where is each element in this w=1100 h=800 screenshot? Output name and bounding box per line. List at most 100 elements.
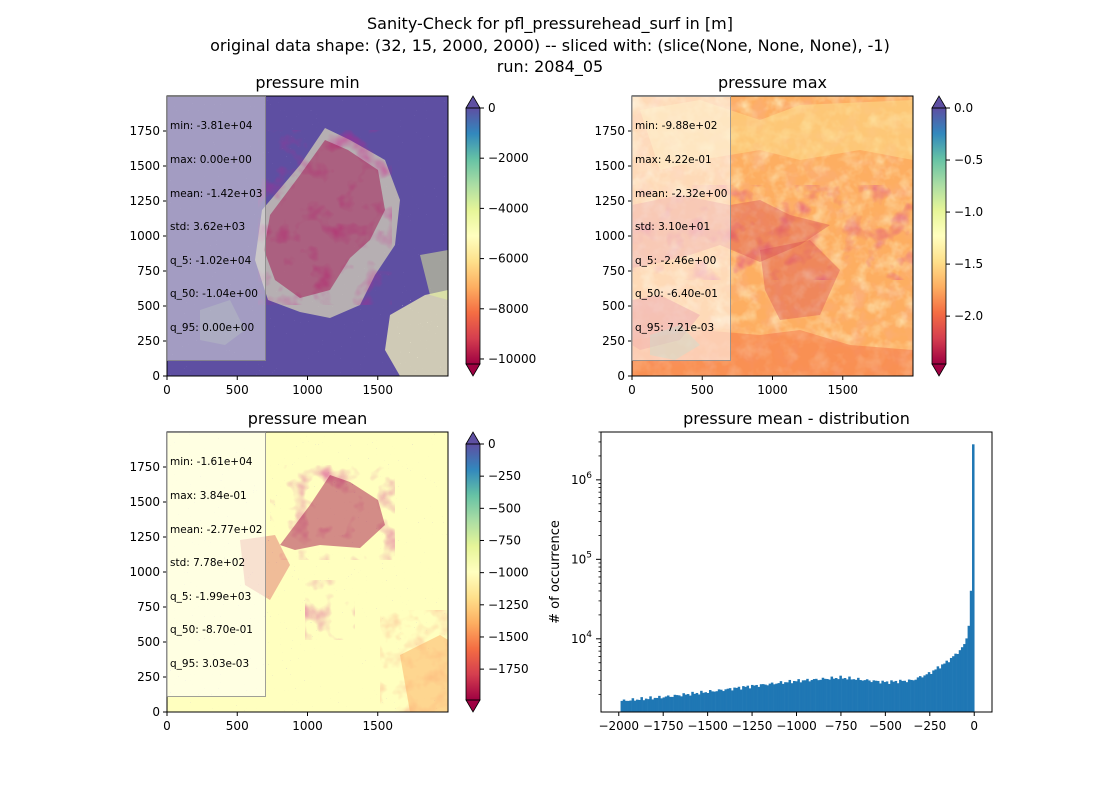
histogram-bar [684,694,688,712]
title-histogram: pressure mean - distribution [683,409,910,428]
histogram-bar [828,679,831,712]
histogram-bar [930,673,933,712]
histogram-bar [843,678,847,712]
histogram-bar [726,688,730,712]
histogram-bar [658,695,661,712]
y-tick-label: 500 [602,299,625,313]
histogram-bar [664,696,668,712]
x-tick-label: −500 [869,719,902,733]
histogram-bar [629,700,632,712]
histogram-bar [702,692,705,712]
y-tick-label: 750 [137,264,160,278]
colorbar-tick-label: −1750 [488,662,529,676]
x-tick-label: 1500 [827,383,858,397]
histogram-bar [949,657,953,712]
histogram-bar [788,679,792,712]
histogram-bar [854,679,858,712]
histogram-bar [720,689,723,712]
histogram-bar [899,679,902,712]
histogram-bar [914,679,918,712]
histogram-bar [775,683,778,712]
y-tick-label: 250 [602,334,625,348]
histogram-bar [655,697,659,712]
histogram-bar [872,680,876,712]
figure-title-line-1: Sanity-Check for pfl_pressurehead_surf i… [367,14,733,33]
y-tick-label: 1500 [129,159,160,173]
colorbar-tick-label: −500 [488,501,521,515]
histogram-bar [952,656,955,712]
histogram-bar [636,699,639,712]
histogram-bar [894,680,898,712]
histogram-bar [633,700,637,712]
histogram-axes: −2000 −1750 −1500 −1250 −1000 −750 −500 −250 0 10… [571,431,978,733]
histogram-bar [830,676,834,712]
histogram-bar [932,670,935,712]
colorbar-tick-label: −10000 [488,352,536,366]
histogram-bar [777,683,781,712]
y-tick-label: 1250 [129,530,160,544]
histogram-bar [724,689,727,712]
histogram-bar [885,681,889,712]
colorbar-pressure-max: 0.0 −0.5 −1.0 −1.5 −2.0 [931,95,983,377]
histogram-bar [647,699,650,712]
stats-box-pressure-min: min: -3.81e+04 max: 0.00e+00 mean: -1.42… [166,96,267,361]
histogram-bar [888,683,891,712]
histogram-bar [967,625,971,712]
histogram-bar [792,680,796,712]
y-tick-label: 1250 [129,194,160,208]
histogram-bar [945,660,949,712]
histogram-bar [739,689,743,712]
histogram-bar [863,680,867,712]
colorbar-tick-label: −6000 [488,252,529,266]
histogram-bar [881,680,884,712]
x-tick-label: 1000 [292,719,323,733]
histogram-bar [755,684,758,712]
histogram-bar [753,685,756,712]
histogram-bar [759,684,763,712]
histogram-bar [673,694,677,712]
colorbar-tick-label: −1000 [488,566,529,580]
x-tick-label: 0 [163,719,171,733]
histogram-bar [921,677,924,712]
histogram-bar [832,678,836,712]
x-tick-label: 1500 [362,719,393,733]
histogram-bar [642,700,646,712]
histogram-bar [748,688,752,712]
histogram-bar [801,680,805,712]
x-tick-label: −1500 [687,719,728,733]
histogram-bar [927,672,931,712]
histogram-bar [790,683,794,712]
x-tick-label: 500 [226,383,249,397]
histogram-bar [936,666,940,712]
histogram-bar [918,676,922,712]
axes-pressure-mean: 0 500 1000 1500 0 250 500 750 1000 1250 1500 1750 [129,460,393,733]
histogram-bar [896,683,900,712]
histogram-bar [841,678,845,712]
histogram-bar [925,674,929,712]
histogram-bar [744,686,747,712]
histogram-bar [804,680,807,712]
histogram-bar [768,683,772,712]
stats-box-pressure-mean: min: -1.61e+04 max: 3.84e-01 mean: -2.77… [166,432,267,697]
stat-line: max: 0.00e+00 [170,154,252,167]
histogram-bar [660,698,663,712]
histogram-bar [627,700,630,712]
colorbar-tick-label: −1500 [488,630,529,644]
y-tick-label: 0 [152,369,160,383]
colorbar-pressure-mean: 0 −250 −500 −750 −1000 −1250 −1500 −1750 [465,431,529,713]
histogram-bar [733,687,736,712]
y-tick-label: 1250 [594,194,625,208]
histogram-bar [861,680,865,712]
histogram-bar [728,688,732,712]
histogram-bar [695,692,699,712]
histogram-bar [876,680,880,712]
histogram-bar [969,590,973,712]
stat-line: std: 7.78e+02 [170,557,246,570]
histogram-bar [649,696,652,712]
histogram-bar [890,680,893,712]
histogram-bar [631,698,635,712]
histogram-bar [737,686,741,712]
histogram-bar [941,664,944,712]
